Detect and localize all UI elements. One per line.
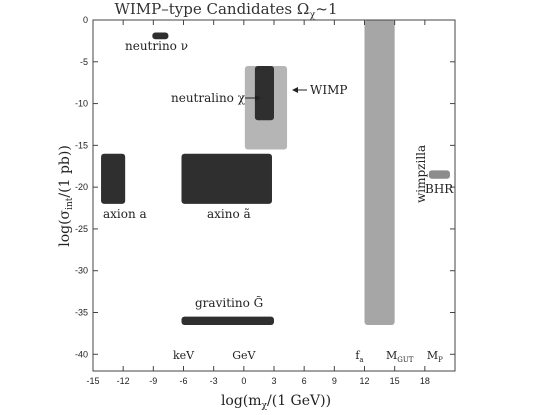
scale-mark-main: M xyxy=(427,349,438,362)
x-tick-label: 9 xyxy=(332,376,337,386)
y-tick-label: -40 xyxy=(75,349,88,359)
y-tick-label: 0 xyxy=(83,15,88,25)
scale-mark-main: f xyxy=(355,349,360,362)
x-tick-label: -15 xyxy=(86,376,99,386)
label-wimp: WIMP xyxy=(310,83,347,97)
x-tick-label: -12 xyxy=(117,376,130,386)
y-tick-label: -5 xyxy=(80,57,88,67)
scale-mark-main: M xyxy=(386,349,397,362)
region-neutralino xyxy=(254,65,274,121)
scale-mark-gev: GeV xyxy=(232,349,256,362)
candidate-regions xyxy=(101,20,450,326)
scale-mark-sub: P xyxy=(438,356,443,364)
x-tick-label: 15 xyxy=(390,376,400,386)
y-tick-label: -20 xyxy=(75,182,88,192)
scale-mark-sub: GUT xyxy=(397,356,413,364)
scale-marks: keV GeV fa MGUT MP xyxy=(173,349,443,364)
label-gravitino-g: gravitino G̃ xyxy=(195,295,263,310)
x-tick-label: -6 xyxy=(179,376,187,386)
scale-mark-sub: a xyxy=(359,356,363,364)
x-axis-label-sub: χ xyxy=(262,401,268,411)
scale-mark-fa: fa xyxy=(355,349,363,364)
scale-mark-main: keV xyxy=(173,349,195,362)
y-axis-label-main: log(σ xyxy=(57,209,73,246)
chart-title-sub: χ xyxy=(309,10,315,21)
y-axis-label-sub: int xyxy=(65,197,75,210)
region-wimpzilla xyxy=(364,20,395,326)
x-tick-label: 0 xyxy=(241,376,246,386)
region-neutrino xyxy=(152,32,169,40)
region-bhr xyxy=(428,170,450,179)
x-tick-label: 6 xyxy=(302,376,307,386)
scale-mark-mp: MP xyxy=(427,349,443,364)
region-labels: neutrino ν axion a axino ã gravitino G̃ WIM… xyxy=(103,39,454,310)
y-tick-label: -25 xyxy=(75,224,88,234)
label-axino-a: axino ã xyxy=(207,207,251,221)
axis-ticks: -15 -12 -9 -6 -3 0 3 6 9 12 15 180-5-10-15-20-25-30… xyxy=(75,15,455,386)
x-axis-label-tail: /(1 GeV)) xyxy=(267,393,331,409)
label-bhr: BHR xyxy=(425,182,454,196)
x-axis-label-main: log(m xyxy=(221,393,262,409)
x-tick-label: -9 xyxy=(149,376,157,386)
chart-title: WIMP–type Candidates Ωχ~1 xyxy=(114,0,337,21)
scale-mark-main: GeV xyxy=(232,349,256,362)
scale-mark-kev: keV xyxy=(173,349,195,362)
region-axion-a xyxy=(101,153,126,204)
label-wimpzilla: wimpzilla xyxy=(414,145,428,203)
x-tick-label: -3 xyxy=(210,376,218,386)
y-tick-label: -10 xyxy=(75,99,88,109)
wimp-arrowhead xyxy=(292,87,298,93)
label-neutralino: neutralino χ xyxy=(171,91,246,105)
y-tick-label: -35 xyxy=(75,308,88,318)
x-tick-label: 3 xyxy=(271,376,276,386)
y-tick-label: -15 xyxy=(75,140,88,150)
x-tick-label: 18 xyxy=(420,376,430,386)
y-axis-label: log(σint/(1 pb)) xyxy=(57,145,75,247)
label-axion-a: axion a xyxy=(103,207,147,221)
region-axino-a xyxy=(181,153,272,204)
x-axis-label: log(mχ/(1 GeV)) xyxy=(221,393,331,411)
scale-mark-mgut: MGUT xyxy=(386,349,414,364)
label-neutrino: neutrino ν xyxy=(125,39,188,53)
region-gravitino-g xyxy=(181,316,274,326)
y-axis-label-tail: /(1 pb)) xyxy=(57,145,73,197)
chart-title-tail: ~1 xyxy=(315,0,337,18)
neutralino-arrowhead xyxy=(255,95,261,101)
y-tick-label: -30 xyxy=(75,266,88,276)
chart-title-main: WIMP–type Candidates Ω xyxy=(114,0,309,18)
x-tick-label: 12 xyxy=(359,376,369,386)
